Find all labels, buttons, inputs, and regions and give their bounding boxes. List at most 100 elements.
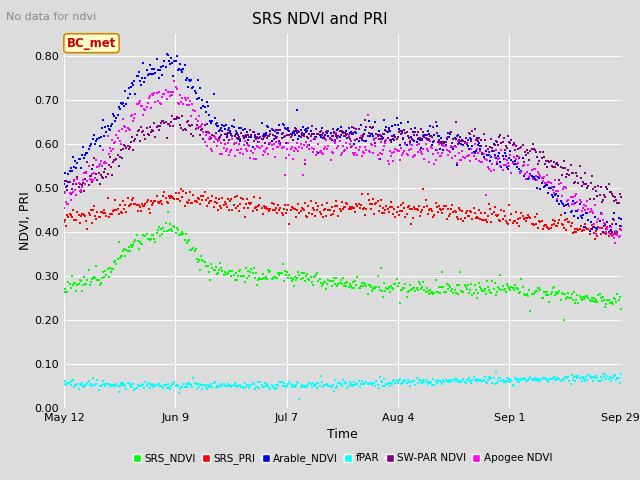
Point [577,214,587,222]
Point [429,212,440,219]
Point [500,142,511,149]
Point [438,139,449,146]
Point [529,376,539,384]
Point [266,381,276,389]
Point [571,190,581,197]
Point [161,134,172,142]
Point [166,225,176,232]
Point [515,168,525,176]
Point [234,140,244,147]
Point [333,212,344,219]
Point [539,153,549,161]
Point [464,152,474,159]
Point [612,374,623,382]
Point [513,375,524,383]
Point [607,299,617,306]
Point [233,135,243,143]
Point [215,202,225,210]
Point [504,155,515,162]
Point [305,132,316,140]
Point [158,118,168,125]
Point [156,100,166,108]
Point [84,211,95,219]
Point [491,291,501,299]
Point [341,127,351,135]
Point [429,132,440,139]
Point [527,173,538,181]
Point [98,117,108,124]
Point [274,137,284,145]
Point [399,377,410,384]
Point [409,131,419,139]
Point [407,141,417,149]
Point [417,379,428,387]
Point [346,380,356,388]
Point [99,132,109,140]
Point [488,374,499,382]
Point [264,207,275,215]
Point [177,228,188,236]
Point [111,155,122,163]
Point [76,188,86,195]
Point [520,214,530,221]
Point [490,279,500,287]
Point [600,370,611,378]
Point [464,145,474,153]
Point [564,171,575,179]
Point [252,142,262,150]
Point [515,375,525,383]
Point [99,206,109,214]
Point [465,377,476,385]
Point [233,131,243,139]
Point [470,148,481,156]
Point [186,76,196,84]
Point [573,226,584,234]
Point [309,206,319,214]
Point [409,377,419,385]
Point [389,148,399,156]
Point [497,152,508,159]
Point [300,199,310,207]
Point [524,213,534,221]
Point [445,148,455,156]
Point [102,194,113,202]
Point [548,163,558,170]
Point [126,240,136,248]
Point [445,378,455,385]
Point [495,271,506,279]
Point [63,213,74,221]
Point [385,288,395,296]
Point [341,131,351,138]
Point [257,132,268,140]
Point [131,132,141,139]
Point [272,143,282,151]
Point [523,175,533,183]
Point [409,152,419,160]
Point [259,383,269,391]
Point [83,379,93,386]
Point [78,382,88,390]
Point [379,279,389,287]
Point [161,118,171,126]
Point [101,381,111,388]
Point [95,160,105,168]
Point [252,383,262,390]
Point [600,193,611,201]
Point [68,180,78,188]
Point [386,153,396,160]
Point [280,171,290,179]
Point [590,214,600,221]
Point [131,201,141,208]
Point [92,163,102,170]
Point [200,196,211,204]
Point [237,195,248,203]
Point [365,141,376,148]
Point [314,148,324,156]
Point [260,274,270,282]
Point [532,184,542,192]
Point [161,96,172,103]
Point [165,92,175,99]
Point [197,120,207,128]
Point [449,286,460,293]
Point [228,382,239,389]
